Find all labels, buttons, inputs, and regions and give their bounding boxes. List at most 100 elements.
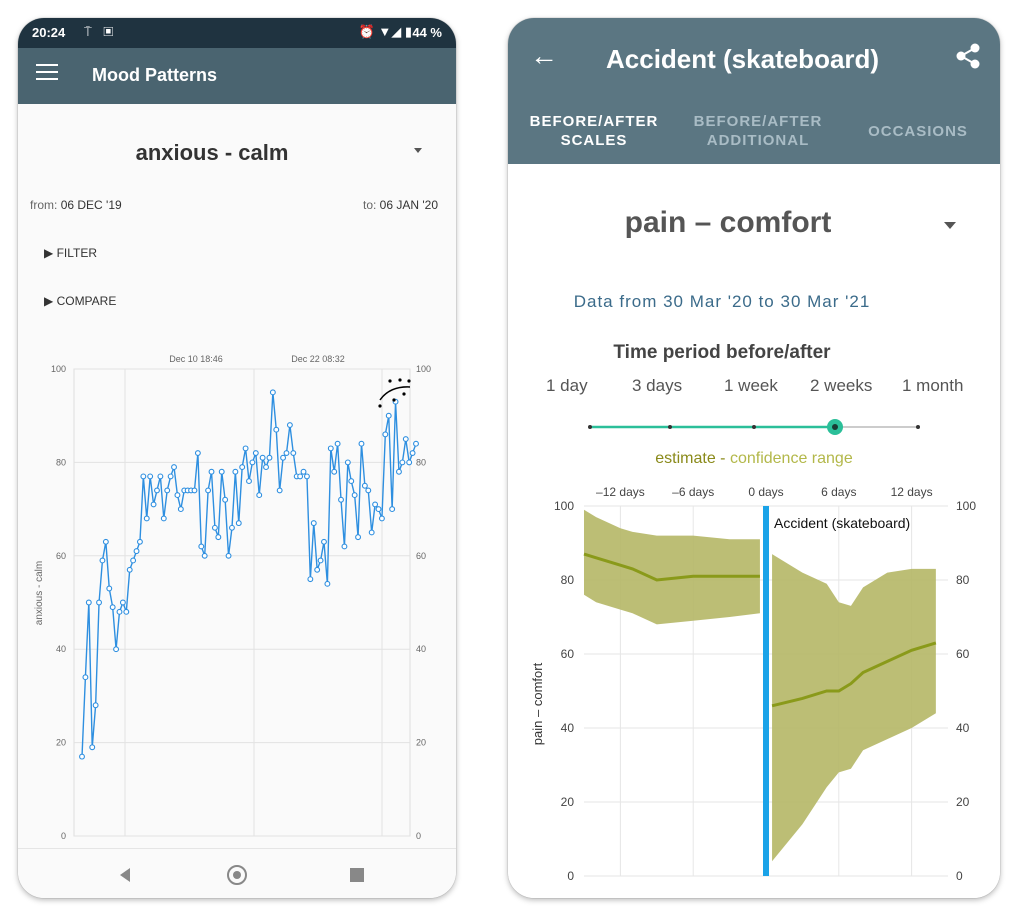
series-line (81, 392, 417, 757)
back-nav-icon[interactable] (120, 868, 130, 882)
tab-label: BEFORE/AFTER (529, 113, 659, 130)
app-bar: Mood Patterns (18, 48, 456, 104)
legend-estimate: estimate (655, 450, 716, 467)
data-point (102, 538, 109, 545)
phone-before-after: ← Accident (skateboard) BEFORE/AFTER SCA… (508, 18, 1000, 898)
menu-icon[interactable] (36, 64, 58, 85)
tab-occasions[interactable]: OCCASIONS (848, 122, 988, 141)
data-point (297, 473, 304, 480)
to-date[interactable]: to: 06 JAN '20 (363, 198, 438, 212)
data-point (269, 389, 276, 396)
y-tick-label: 100 (416, 364, 431, 374)
y-tick-label: 20 (561, 795, 575, 809)
data-point (211, 524, 218, 531)
to-value: 06 JAN '20 (379, 198, 438, 212)
y-tick-label: 0 (61, 831, 66, 841)
data-point (116, 608, 123, 615)
page-title: Accident (skateboard) (606, 44, 880, 74)
data-point (235, 520, 242, 527)
mood-content: anxious - calm from: 06 DEC '19 to: 06 J… (18, 104, 456, 848)
data-point (331, 468, 338, 475)
data-point (300, 468, 307, 475)
legend-separator: - (715, 450, 730, 467)
data-point (334, 440, 341, 447)
y-tick-label: 60 (56, 551, 66, 561)
period-slider[interactable] (508, 412, 1000, 442)
data-point (286, 422, 293, 428)
data-point (130, 557, 137, 564)
data-point (399, 459, 406, 466)
tab-label: BEFORE/AFTER (693, 113, 823, 130)
y-tick-label: 80 (561, 573, 575, 587)
data-point (385, 412, 392, 419)
y-tick-label: 20 (416, 738, 426, 748)
data-point (317, 557, 324, 564)
share-icon[interactable] (954, 42, 982, 70)
data-point (215, 534, 222, 541)
compare-toggle[interactable]: ▶ COMPARE (44, 294, 117, 308)
data-point (82, 674, 89, 681)
data-point (164, 487, 171, 494)
x-tick-label: 6 days (821, 485, 856, 499)
period-option[interactable]: 3 days (632, 376, 683, 395)
recents-nav-icon[interactable] (350, 868, 364, 882)
x-tick-label: –6 days (672, 485, 714, 499)
data-point (205, 487, 212, 494)
data-point (113, 646, 120, 653)
data-point (246, 478, 252, 485)
y-tick-label: 20 (56, 738, 66, 748)
from-date[interactable]: from: 06 DEC '19 (30, 198, 122, 212)
back-arrow-icon[interactable]: ← (530, 40, 558, 71)
navigation-bar (18, 848, 456, 898)
data-point (276, 487, 283, 494)
marker-label: Dec 22 08:32 (291, 354, 345, 364)
period-option[interactable]: 1 day (546, 376, 588, 395)
tab-before-after-additional[interactable]: BEFORE/AFTER ADDITIONAL (684, 112, 832, 150)
data-point (263, 464, 269, 471)
data-point (92, 702, 99, 709)
data-point (119, 599, 126, 606)
data-point (365, 487, 372, 494)
data-point (413, 440, 419, 447)
before-after-content: pain – comfort Data from 30 Mar '20 to 3… (508, 164, 1000, 898)
chart-y-axis-label: pain – comfort (530, 662, 545, 745)
before-confidence-band (584, 509, 760, 625)
period-option[interactable]: 2 weeks (810, 376, 873, 395)
data-point (194, 450, 201, 457)
period-option[interactable]: 1 week (724, 376, 778, 395)
data-point (133, 548, 140, 555)
scale-title: pain – comfort (624, 206, 832, 239)
data-range-text: Data from 30 Mar '20 to 30 Mar '21 (573, 292, 871, 311)
data-point (361, 482, 368, 489)
chevron-down-icon[interactable] (414, 148, 422, 153)
tab-before-after-scales[interactable]: BEFORE/AFTER SCALES (522, 112, 666, 150)
data-point (375, 506, 382, 513)
data-point (229, 524, 235, 531)
chevron-down-icon[interactable] (944, 222, 956, 229)
period-option[interactable]: 1 month (902, 376, 964, 395)
data-point (396, 468, 402, 475)
data-point (409, 450, 416, 457)
x-tick-label: –12 days (596, 485, 645, 499)
data-point (382, 431, 389, 438)
nav-icons (120, 865, 364, 885)
home-nav-icon[interactable] (227, 865, 247, 885)
data-point (157, 473, 164, 480)
page-title: Mood Patterns (92, 65, 218, 85)
before-confidence-estimate-line (583, 552, 760, 582)
data-point (126, 566, 133, 573)
y-tick-label: 80 (416, 457, 426, 467)
data-point (307, 576, 314, 583)
y-tick-label: 0 (416, 831, 421, 841)
filter-toggle[interactable]: ▶ FILTER (44, 246, 98, 260)
data-point (303, 473, 310, 480)
data-point (160, 515, 167, 522)
y-tick-label: 60 (416, 551, 426, 561)
notification-icons: ⍑ ▣ (84, 24, 118, 39)
y-tick-label: 0 (567, 869, 574, 883)
data-point (283, 450, 290, 457)
data-point (239, 464, 246, 471)
y-tick-label: 20 (956, 795, 970, 809)
mood-chart: Dec 10 18:46 Dec 22 08:32 anxious - calm… (34, 354, 431, 841)
to-label: to: (362, 198, 377, 212)
